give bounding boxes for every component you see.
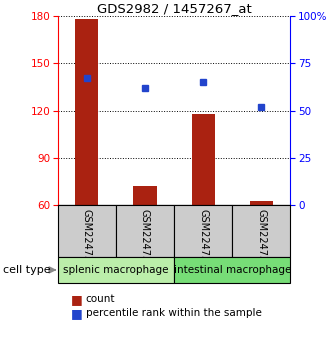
Bar: [191, 114, 215, 205]
Bar: [58, 257, 174, 283]
Bar: [174, 205, 232, 257]
Text: cell type: cell type: [3, 265, 51, 275]
Bar: [58, 205, 116, 257]
Bar: [133, 186, 157, 205]
Text: GSM224734: GSM224734: [198, 210, 208, 269]
Text: GSM224736: GSM224736: [256, 210, 266, 269]
Text: ■: ■: [71, 307, 83, 320]
Text: GSM224733: GSM224733: [82, 210, 92, 269]
Text: splenic macrophage: splenic macrophage: [63, 265, 169, 275]
Bar: [75, 19, 98, 205]
Text: GSM224735: GSM224735: [140, 210, 150, 269]
Bar: [250, 201, 273, 205]
Title: GDS2982 / 1457267_at: GDS2982 / 1457267_at: [97, 2, 251, 15]
Text: ■: ■: [71, 293, 83, 306]
Text: percentile rank within the sample: percentile rank within the sample: [86, 308, 262, 318]
Bar: [174, 257, 290, 283]
Bar: [116, 205, 174, 257]
Text: count: count: [86, 294, 115, 304]
Bar: [232, 205, 290, 257]
Text: intestinal macrophage: intestinal macrophage: [174, 265, 291, 275]
